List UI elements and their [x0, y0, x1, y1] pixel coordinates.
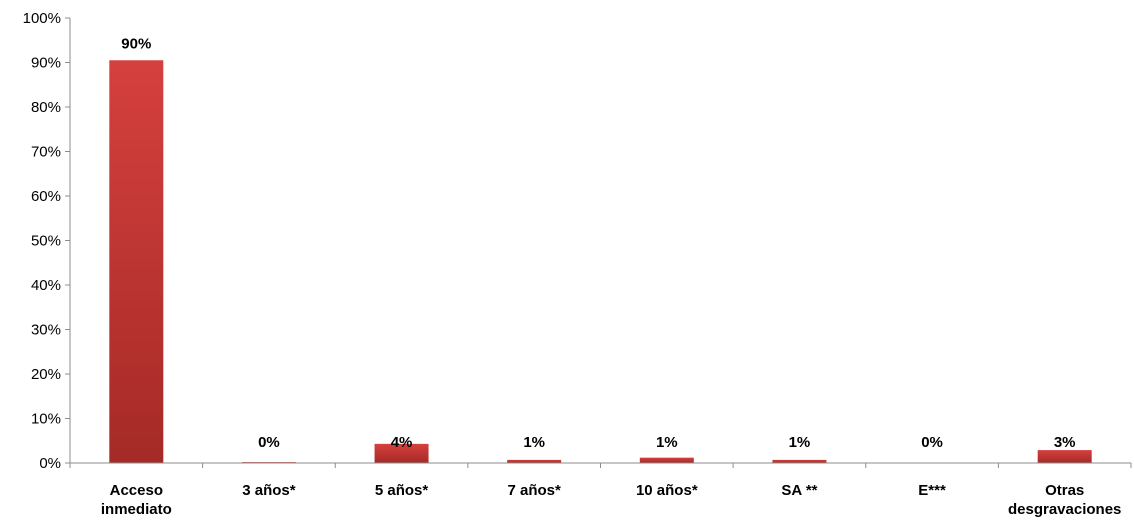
x-tick-label: SA **: [781, 482, 817, 499]
data-label: 4%: [391, 434, 413, 451]
bar: [772, 459, 827, 463]
x-tick-label: E***: [918, 482, 946, 499]
y-axis: 0% 10% 20% 30% 40% 50% 60% 70% 80% 90% 100%: [23, 10, 71, 472]
x-tick-label: 7 años*: [508, 482, 562, 499]
y-tick-label: 10%: [31, 411, 61, 428]
x-tick-label-line: desgravaciones: [1008, 501, 1121, 518]
x-tick-label: Otras desgravaciones: [1008, 482, 1121, 518]
x-tick-label: 10 años*: [636, 482, 698, 499]
bar: [109, 60, 164, 464]
y-tick-label: 50%: [31, 233, 61, 250]
y-tick-label: 30%: [31, 322, 61, 339]
data-label: 1%: [789, 434, 811, 451]
bar: [1037, 450, 1092, 463]
x-tick-label-line: inmediato: [101, 501, 172, 518]
x-axis: Acceso inmediato 3 años* 5 años* 7 años* 10 a…: [69, 462, 1132, 518]
x-tick-label-line: SA **: [781, 482, 817, 499]
x-tick-label: 5 años*: [375, 482, 429, 499]
x-tick-label-line: 5 años*: [375, 482, 429, 499]
data-label: 0%: [258, 434, 280, 451]
y-tick-label: 90%: [31, 55, 61, 72]
x-tick-label-line: 10 años*: [636, 482, 698, 499]
x-tick-label-line: Otras: [1045, 482, 1084, 499]
x-tick-label-line: E***: [918, 482, 946, 499]
data-label: 1%: [523, 434, 545, 451]
x-tick-label-line: Acceso: [110, 482, 163, 499]
data-label: 0%: [921, 434, 943, 451]
bar: [639, 457, 694, 463]
x-tick-label-line: 3 años*: [242, 482, 296, 499]
x-tick-label: 3 años*: [242, 482, 296, 499]
data-label: 90%: [121, 35, 151, 52]
data-label: 3%: [1054, 434, 1076, 451]
bar: [507, 459, 562, 463]
y-tick-label: 80%: [31, 99, 61, 116]
y-tick-label: 40%: [31, 277, 61, 294]
data-labels: 90% 0% 4% 1% 1% 1% 0% 3%: [121, 35, 1075, 451]
y-tick-label: 70%: [31, 144, 61, 161]
data-label: 1%: [656, 434, 678, 451]
bar: [374, 443, 429, 463]
x-tick-label-line: 7 años*: [508, 482, 562, 499]
x-tick-label: Acceso inmediato: [101, 482, 172, 518]
y-tick-label: 20%: [31, 366, 61, 383]
y-tick-label: 100%: [23, 10, 61, 27]
bars: [109, 60, 1092, 464]
y-tick-label: 60%: [31, 188, 61, 205]
y-tick-label: 0%: [39, 455, 61, 472]
